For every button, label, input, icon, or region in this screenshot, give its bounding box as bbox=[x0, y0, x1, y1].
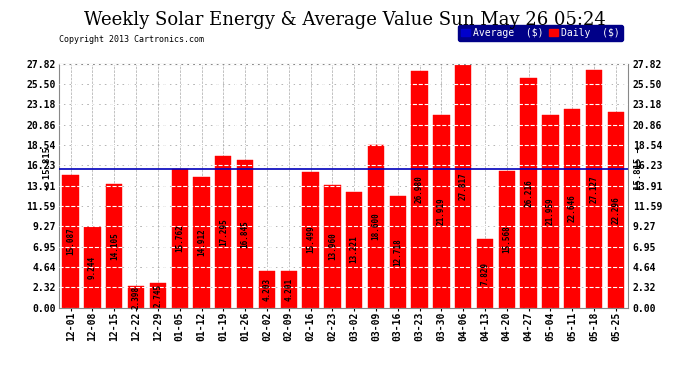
Text: 15.499: 15.499 bbox=[306, 226, 315, 254]
Bar bbox=[324, 185, 341, 308]
Bar bbox=[433, 116, 450, 308]
Bar bbox=[128, 286, 144, 308]
Bar bbox=[106, 184, 122, 308]
Bar bbox=[281, 271, 297, 308]
Bar bbox=[63, 176, 79, 308]
Text: 15.568: 15.568 bbox=[502, 225, 511, 253]
Bar bbox=[520, 78, 537, 308]
Bar bbox=[608, 112, 624, 308]
Bar bbox=[84, 226, 101, 308]
Text: Copyright 2013 Cartronics.com: Copyright 2013 Cartronics.com bbox=[59, 35, 204, 44]
Text: 2.745: 2.745 bbox=[153, 284, 162, 307]
Text: 15.815 →: 15.815 → bbox=[634, 147, 644, 190]
Text: 18.600: 18.600 bbox=[371, 212, 380, 240]
Text: ← 15.815: ← 15.815 bbox=[43, 147, 52, 190]
Bar bbox=[302, 172, 319, 308]
Text: 12.718: 12.718 bbox=[393, 238, 402, 266]
Text: 21.919: 21.919 bbox=[437, 198, 446, 225]
Bar bbox=[193, 177, 210, 308]
Bar bbox=[259, 271, 275, 308]
Text: 26.216: 26.216 bbox=[524, 179, 533, 207]
Bar bbox=[477, 239, 493, 308]
Text: 22.646: 22.646 bbox=[568, 194, 577, 222]
Text: 14.912: 14.912 bbox=[197, 228, 206, 256]
Bar bbox=[586, 70, 602, 308]
Bar bbox=[172, 170, 188, 308]
Text: 15.762: 15.762 bbox=[175, 225, 184, 252]
Text: 13.960: 13.960 bbox=[328, 232, 337, 260]
Bar bbox=[564, 109, 580, 307]
Bar bbox=[542, 115, 559, 308]
Text: Weekly Solar Energy & Average Value Sun May 26 05:24: Weekly Solar Energy & Average Value Sun … bbox=[84, 11, 606, 29]
Text: 27.127: 27.127 bbox=[589, 175, 599, 202]
Text: 7.829: 7.829 bbox=[480, 262, 489, 285]
Text: 9.244: 9.244 bbox=[88, 255, 97, 279]
Bar bbox=[411, 71, 428, 308]
Text: 16.845: 16.845 bbox=[241, 220, 250, 248]
Text: 13.221: 13.221 bbox=[350, 236, 359, 264]
Bar bbox=[237, 160, 253, 308]
Text: 17.295: 17.295 bbox=[219, 218, 228, 246]
Text: 21.959: 21.959 bbox=[546, 197, 555, 225]
Text: 4.201: 4.201 bbox=[284, 278, 293, 301]
Bar bbox=[390, 196, 406, 308]
Text: 26.980: 26.980 bbox=[415, 176, 424, 203]
Text: 15.087: 15.087 bbox=[66, 228, 75, 255]
Bar bbox=[215, 156, 232, 308]
Bar bbox=[499, 171, 515, 308]
Bar bbox=[368, 144, 384, 308]
Legend: Average  ($), Daily  ($): Average ($), Daily ($) bbox=[458, 25, 623, 40]
Text: 27.817: 27.817 bbox=[459, 172, 468, 200]
Text: 22.296: 22.296 bbox=[611, 196, 620, 224]
Text: 2.398: 2.398 bbox=[132, 285, 141, 309]
Bar bbox=[346, 192, 362, 308]
Bar bbox=[455, 64, 471, 308]
Bar bbox=[150, 284, 166, 308]
Text: 14.105: 14.105 bbox=[110, 232, 119, 260]
Text: 4.203: 4.203 bbox=[262, 278, 271, 301]
